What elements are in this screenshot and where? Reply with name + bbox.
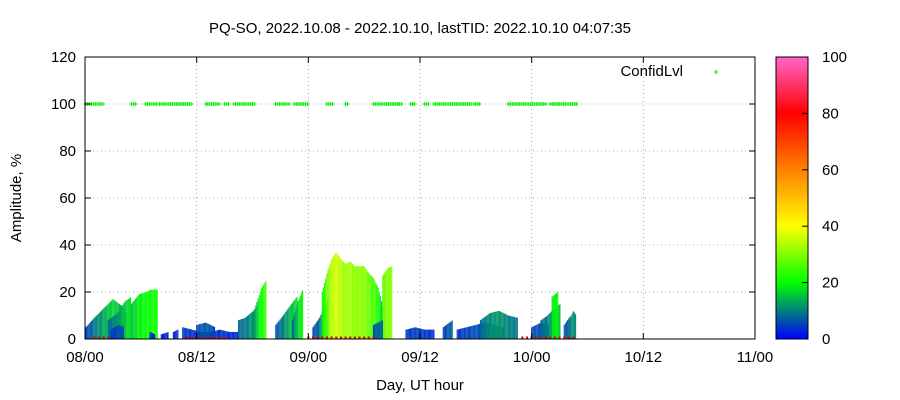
floor-point	[539, 336, 542, 339]
x-tick-label: 09/12	[401, 349, 439, 366]
floor-point	[567, 336, 570, 339]
floor-point	[93, 336, 96, 339]
confid-level-point	[189, 102, 194, 106]
legend-label-confidlvl: ConfidLvl	[620, 63, 683, 80]
floor-point	[335, 336, 338, 339]
x-tick-labels: 08/00 08/12 09/00 09/12 10/00 10/12 11/00	[66, 349, 773, 366]
floor-point	[563, 336, 566, 339]
floor-point	[367, 336, 370, 339]
confid-level-point	[412, 102, 417, 106]
floor-point	[107, 336, 110, 339]
colorbar-tick-label: 20	[822, 275, 839, 292]
y-tick-labels: 0 20 40 60 80 100 120	[51, 49, 76, 348]
x-tick-label: 09/00	[290, 349, 328, 366]
floor-point	[321, 336, 324, 339]
floor-point	[358, 336, 361, 339]
floor-point	[97, 336, 100, 339]
colorbar-tick-label: 80	[822, 105, 839, 122]
floor-point	[535, 336, 538, 339]
floor-point	[372, 336, 375, 339]
floor-point	[223, 336, 226, 339]
floor-point	[191, 336, 194, 339]
confid-level-point	[399, 102, 404, 106]
floor-point	[349, 336, 352, 339]
floor-point	[521, 336, 524, 339]
x-tick-label: 08/12	[178, 349, 216, 366]
confid-level-point	[100, 102, 105, 106]
y-tick-label: 120	[51, 49, 76, 66]
confid-level-point	[477, 102, 482, 106]
floor-point	[209, 336, 212, 339]
floor-point	[526, 336, 529, 339]
floor-point	[339, 336, 342, 339]
y-axis-label: Amplitude, %	[8, 154, 25, 242]
confid-level-point	[286, 102, 291, 106]
x-axis-label: Day, UT hour	[376, 377, 464, 394]
y-tick-label: 20	[59, 284, 76, 301]
colorbar-tick-label: 100	[822, 49, 847, 66]
confid-level-point	[217, 102, 221, 106]
colorbar	[775, 56, 809, 340]
floor-point	[214, 336, 217, 339]
confid-level-point	[305, 102, 310, 106]
x-tick-marks	[84, 57, 756, 339]
amplitude-bars	[85, 252, 577, 339]
legend: ConfidLvl	[620, 63, 718, 80]
x-tick-label: 08/00	[66, 349, 104, 366]
floor-point	[344, 336, 347, 339]
floor-point	[186, 336, 189, 339]
floor-point	[353, 336, 356, 339]
floor-point	[330, 336, 333, 339]
confid-level-point	[330, 102, 335, 106]
confid-level-point	[574, 102, 579, 106]
colorbar-tick-label: 0	[822, 331, 830, 348]
colorbar-tick-labels: 0 20 40 60 80 100	[802, 49, 847, 348]
legend-marker	[714, 70, 718, 74]
floor-point	[544, 336, 547, 339]
x-tick-label: 10/12	[625, 349, 663, 366]
floor-point	[572, 336, 575, 339]
y-tick-label: 40	[59, 237, 76, 254]
floor-point	[316, 336, 319, 339]
floor-point	[558, 336, 561, 339]
floor-point	[553, 336, 556, 339]
y-tick-label: 60	[59, 190, 76, 207]
floor-point	[204, 336, 207, 339]
floor-point	[325, 336, 328, 339]
y-tick-marks	[85, 56, 755, 340]
floor-point	[102, 336, 105, 339]
x-tick-label: 10/00	[513, 349, 551, 366]
colorbar-tick-label: 40	[822, 218, 839, 235]
confid-level-point	[226, 102, 231, 106]
y-tick-label: 100	[51, 96, 76, 113]
x-tick-label: 11/00	[737, 349, 773, 366]
floor-point	[200, 336, 203, 339]
y-tick-label: 0	[68, 331, 76, 348]
confid-level-point	[345, 102, 350, 106]
floor-point	[363, 336, 366, 339]
grid-lines	[85, 57, 755, 339]
colorbar-tick-label: 60	[822, 162, 839, 179]
floor-point	[549, 336, 552, 339]
confid-level-point	[133, 102, 138, 106]
confid-level-point	[252, 102, 257, 106]
legend-marker-point	[714, 70, 718, 74]
confid-level-points	[83, 102, 579, 106]
confid-level-point	[543, 102, 548, 106]
chart-title: PQ-SO, 2022.10.08 - 2022.10.10, lastTID:…	[209, 20, 631, 37]
y-tick-label: 80	[59, 143, 76, 160]
floor-point	[218, 336, 221, 339]
confid-level-point	[426, 102, 431, 106]
floor-point	[311, 336, 314, 339]
